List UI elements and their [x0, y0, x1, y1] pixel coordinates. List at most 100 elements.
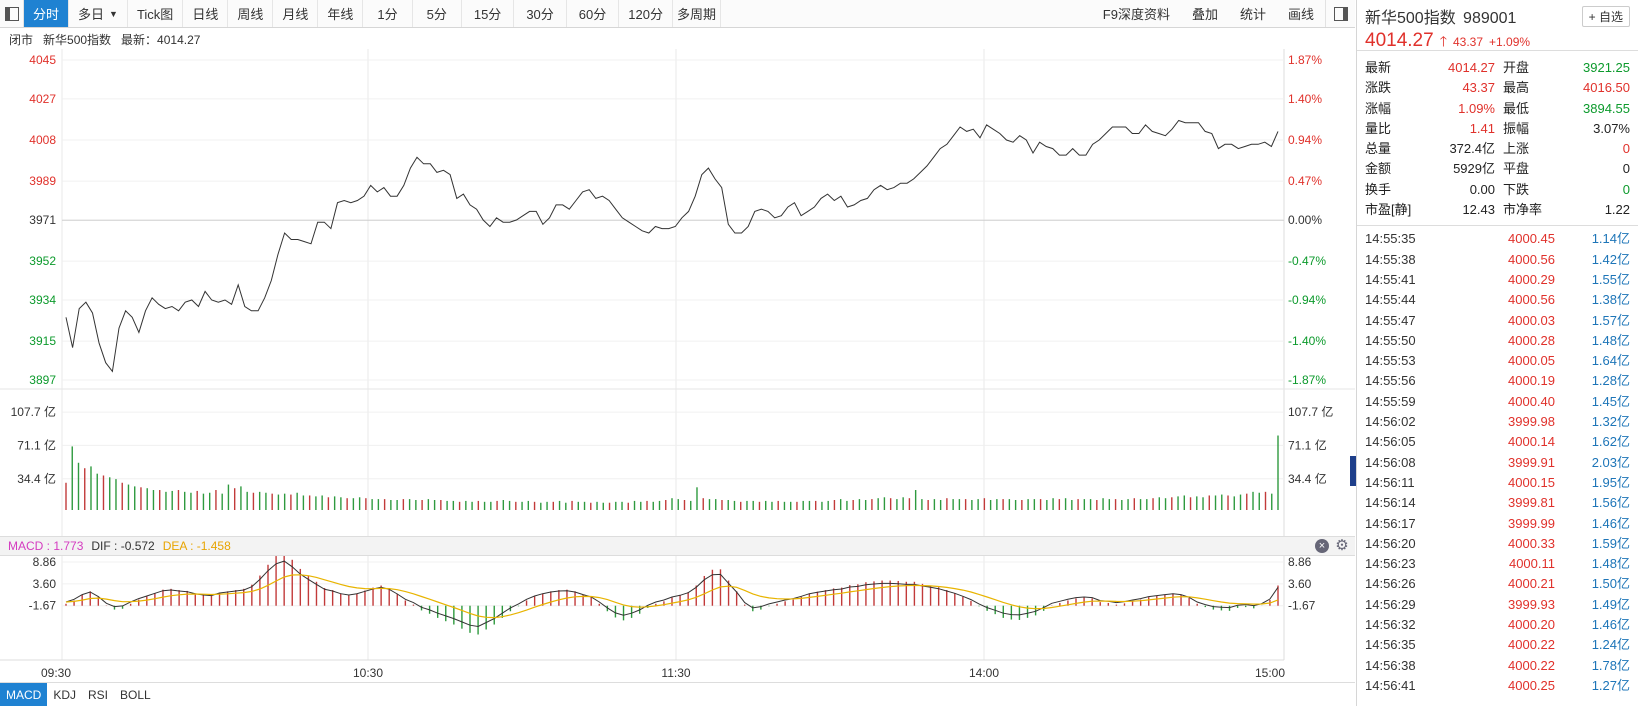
tab-monthly[interactable]: 月线	[273, 0, 319, 27]
tab-5min[interactable]: 5分	[413, 0, 462, 27]
price-tick-label: 3989	[29, 174, 56, 188]
tick-time: 14:56:26	[1365, 576, 1416, 592]
f9-deep-data-button[interactable]: F9深度资料	[1102, 7, 1170, 22]
tick-time: 14:55:53	[1365, 353, 1416, 369]
tick-row: 14:56:35 4000.22 1.24亿	[1365, 635, 1630, 655]
tick-row: 14:56:17 3999.99 1.46亿	[1365, 514, 1630, 534]
tick-price: 3999.98	[1508, 414, 1555, 430]
add-favorite-button[interactable]: + 自选	[1581, 6, 1630, 27]
quote-panel: 新华500指数 989001 + 自选 4014.27 🡑 43.37 +1.0…	[1356, 0, 1638, 706]
status-latest: 最新：4014.27	[121, 32, 201, 47]
tick-price: 4000.25	[1508, 677, 1555, 693]
tick-time: 14:56:29	[1365, 596, 1416, 612]
dif-value: DIF : -0.572	[91, 539, 155, 553]
tick-price: 4000.11	[1508, 556, 1555, 572]
tick-time: 14:55:50	[1365, 332, 1416, 348]
pct-axis-right: 1.87% 1.40% 0.94% 0.47% 0.00% -0.47% -0.94% -1.…	[1288, 53, 1326, 387]
price-tick-label: 3952	[29, 254, 56, 268]
macd-tick-label: -1.67	[29, 599, 57, 613]
tab-1min[interactable]: 1分	[363, 0, 413, 27]
time-axis: 09:30 10:30 11:30 14:00 15:00	[41, 666, 1285, 680]
pct-tick-label: -1.87%	[1288, 373, 1326, 387]
tick-price: 3999.93	[1508, 596, 1555, 612]
tab-30min[interactable]: 30分	[514, 0, 567, 27]
left-panel-icon	[4, 6, 19, 21]
tab-120min[interactable]: 120分	[619, 0, 673, 27]
last-price: 4014.27	[1365, 30, 1434, 51]
tick-time: 14:55:44	[1365, 292, 1416, 308]
quote-label: 金额	[1365, 161, 1392, 177]
tick-price: 4000.56	[1508, 292, 1555, 308]
tab-rsi[interactable]: RSI	[88, 687, 109, 702]
tick-row: 14:56:29 3999.93 1.49亿	[1365, 595, 1630, 615]
tick-price: 4000.22	[1508, 657, 1555, 673]
tick-amount: 1.78亿	[1591, 657, 1630, 673]
tab-macd[interactable]: MACD	[0, 683, 48, 706]
dea-line	[65, 574, 1279, 619]
tab-multi-period[interactable]: 多周期	[673, 0, 721, 27]
tick-amount: 1.56亿	[1591, 495, 1630, 511]
time-tick-label: 10:30	[353, 666, 383, 680]
quote-value: 4014.27	[1448, 60, 1495, 75]
quote-value: 0.00	[1469, 181, 1495, 197]
tick-price: 4000.33	[1508, 535, 1555, 551]
dropdown-caret-icon: ▼	[109, 8, 118, 19]
pct-tick-label: 0.94%	[1288, 133, 1322, 147]
draw-line-button[interactable]: 画线	[1287, 7, 1314, 22]
macd-tick-label: -1.67	[1288, 599, 1316, 613]
tab-kdj[interactable]: KDJ	[53, 687, 77, 702]
toggle-right-panel-button[interactable]	[1325, 0, 1355, 27]
dif-line	[65, 560, 1279, 628]
time-tick-label: 14:00	[969, 666, 999, 680]
intraday-chart[interactable]: 4045 4027 4008 3989 3971 3952 3934 3915 3897 1.8…	[0, 49, 1355, 682]
price-tick-label: 4008	[29, 133, 56, 147]
tab-yearly[interactable]: 年线	[318, 0, 364, 27]
time-tick-label: 09:30	[41, 666, 71, 680]
tab-boll[interactable]: BOLL	[120, 687, 151, 702]
tab-weekly[interactable]: 周线	[228, 0, 274, 27]
toggle-left-panel-button[interactable]	[0, 0, 24, 27]
tick-row: 14:56:32 4000.20 1.46亿	[1365, 615, 1630, 635]
tick-row: 14:55:44 4000.56 1.38亿	[1365, 290, 1630, 310]
tab-15min[interactable]: 15分	[462, 0, 515, 27]
time-tick-label: 15:00	[1255, 666, 1285, 680]
tick-time: 14:56:05	[1365, 434, 1416, 450]
statistics-button[interactable]: 统计	[1239, 7, 1266, 22]
tick-amount: 1.32亿	[1591, 414, 1630, 430]
quote-label: 市净率	[1503, 202, 1543, 218]
tab-daily[interactable]: 日线	[183, 0, 229, 27]
tick-time: 14:56:11	[1365, 474, 1415, 490]
tick-row: 14:55:38 4000.56 1.42亿	[1365, 250, 1630, 270]
tick-amount: 1.55亿	[1591, 271, 1630, 287]
tab-multi-day[interactable]: 多日 ▼	[69, 0, 128, 27]
overlay-button[interactable]: 叠加	[1191, 7, 1218, 22]
tick-price: 4000.40	[1508, 393, 1555, 409]
tick-time: 14:55:47	[1365, 312, 1416, 328]
tick-amount: 1.62亿	[1591, 434, 1630, 450]
index-code: 989001	[1463, 10, 1517, 27]
tick-price: 4000.15	[1508, 474, 1555, 490]
quote-value: 12.43	[1462, 202, 1495, 218]
tick-row: 14:56:08 3999.91 2.03亿	[1365, 453, 1630, 473]
price-line	[65, 119, 1279, 373]
tick-row: 14:56:26 4000.21 1.50亿	[1365, 574, 1630, 594]
macd-histogram	[65, 552, 1279, 635]
quote-label: 最新	[1365, 60, 1392, 75]
scroll-handle[interactable]	[1350, 456, 1356, 486]
tick-amount: 1.38亿	[1591, 292, 1630, 308]
macd-axis-left: 8.86 3.60 -1.67	[29, 555, 57, 613]
tick-time: 14:56:35	[1365, 637, 1416, 653]
tick-time: 14:56:41	[1365, 677, 1416, 693]
status-index-name: 新华500指数	[43, 32, 112, 47]
gear-icon[interactable]: ⚙	[1335, 537, 1349, 554]
tick-price: 4000.56	[1508, 251, 1555, 267]
tab-intraday[interactable]: 分时	[24, 0, 70, 27]
quote-value: 1.41	[1469, 120, 1495, 136]
tab-tick-chart[interactable]: Tick图	[128, 0, 184, 27]
tick-price: 4000.21	[1508, 576, 1555, 592]
tab-60min[interactable]: 60分	[567, 0, 620, 27]
close-icon[interactable]: ×	[1315, 539, 1329, 553]
tick-price: 4000.03	[1508, 312, 1555, 328]
quote-label: 上涨	[1503, 141, 1530, 157]
quote-value: 0	[1622, 161, 1630, 177]
